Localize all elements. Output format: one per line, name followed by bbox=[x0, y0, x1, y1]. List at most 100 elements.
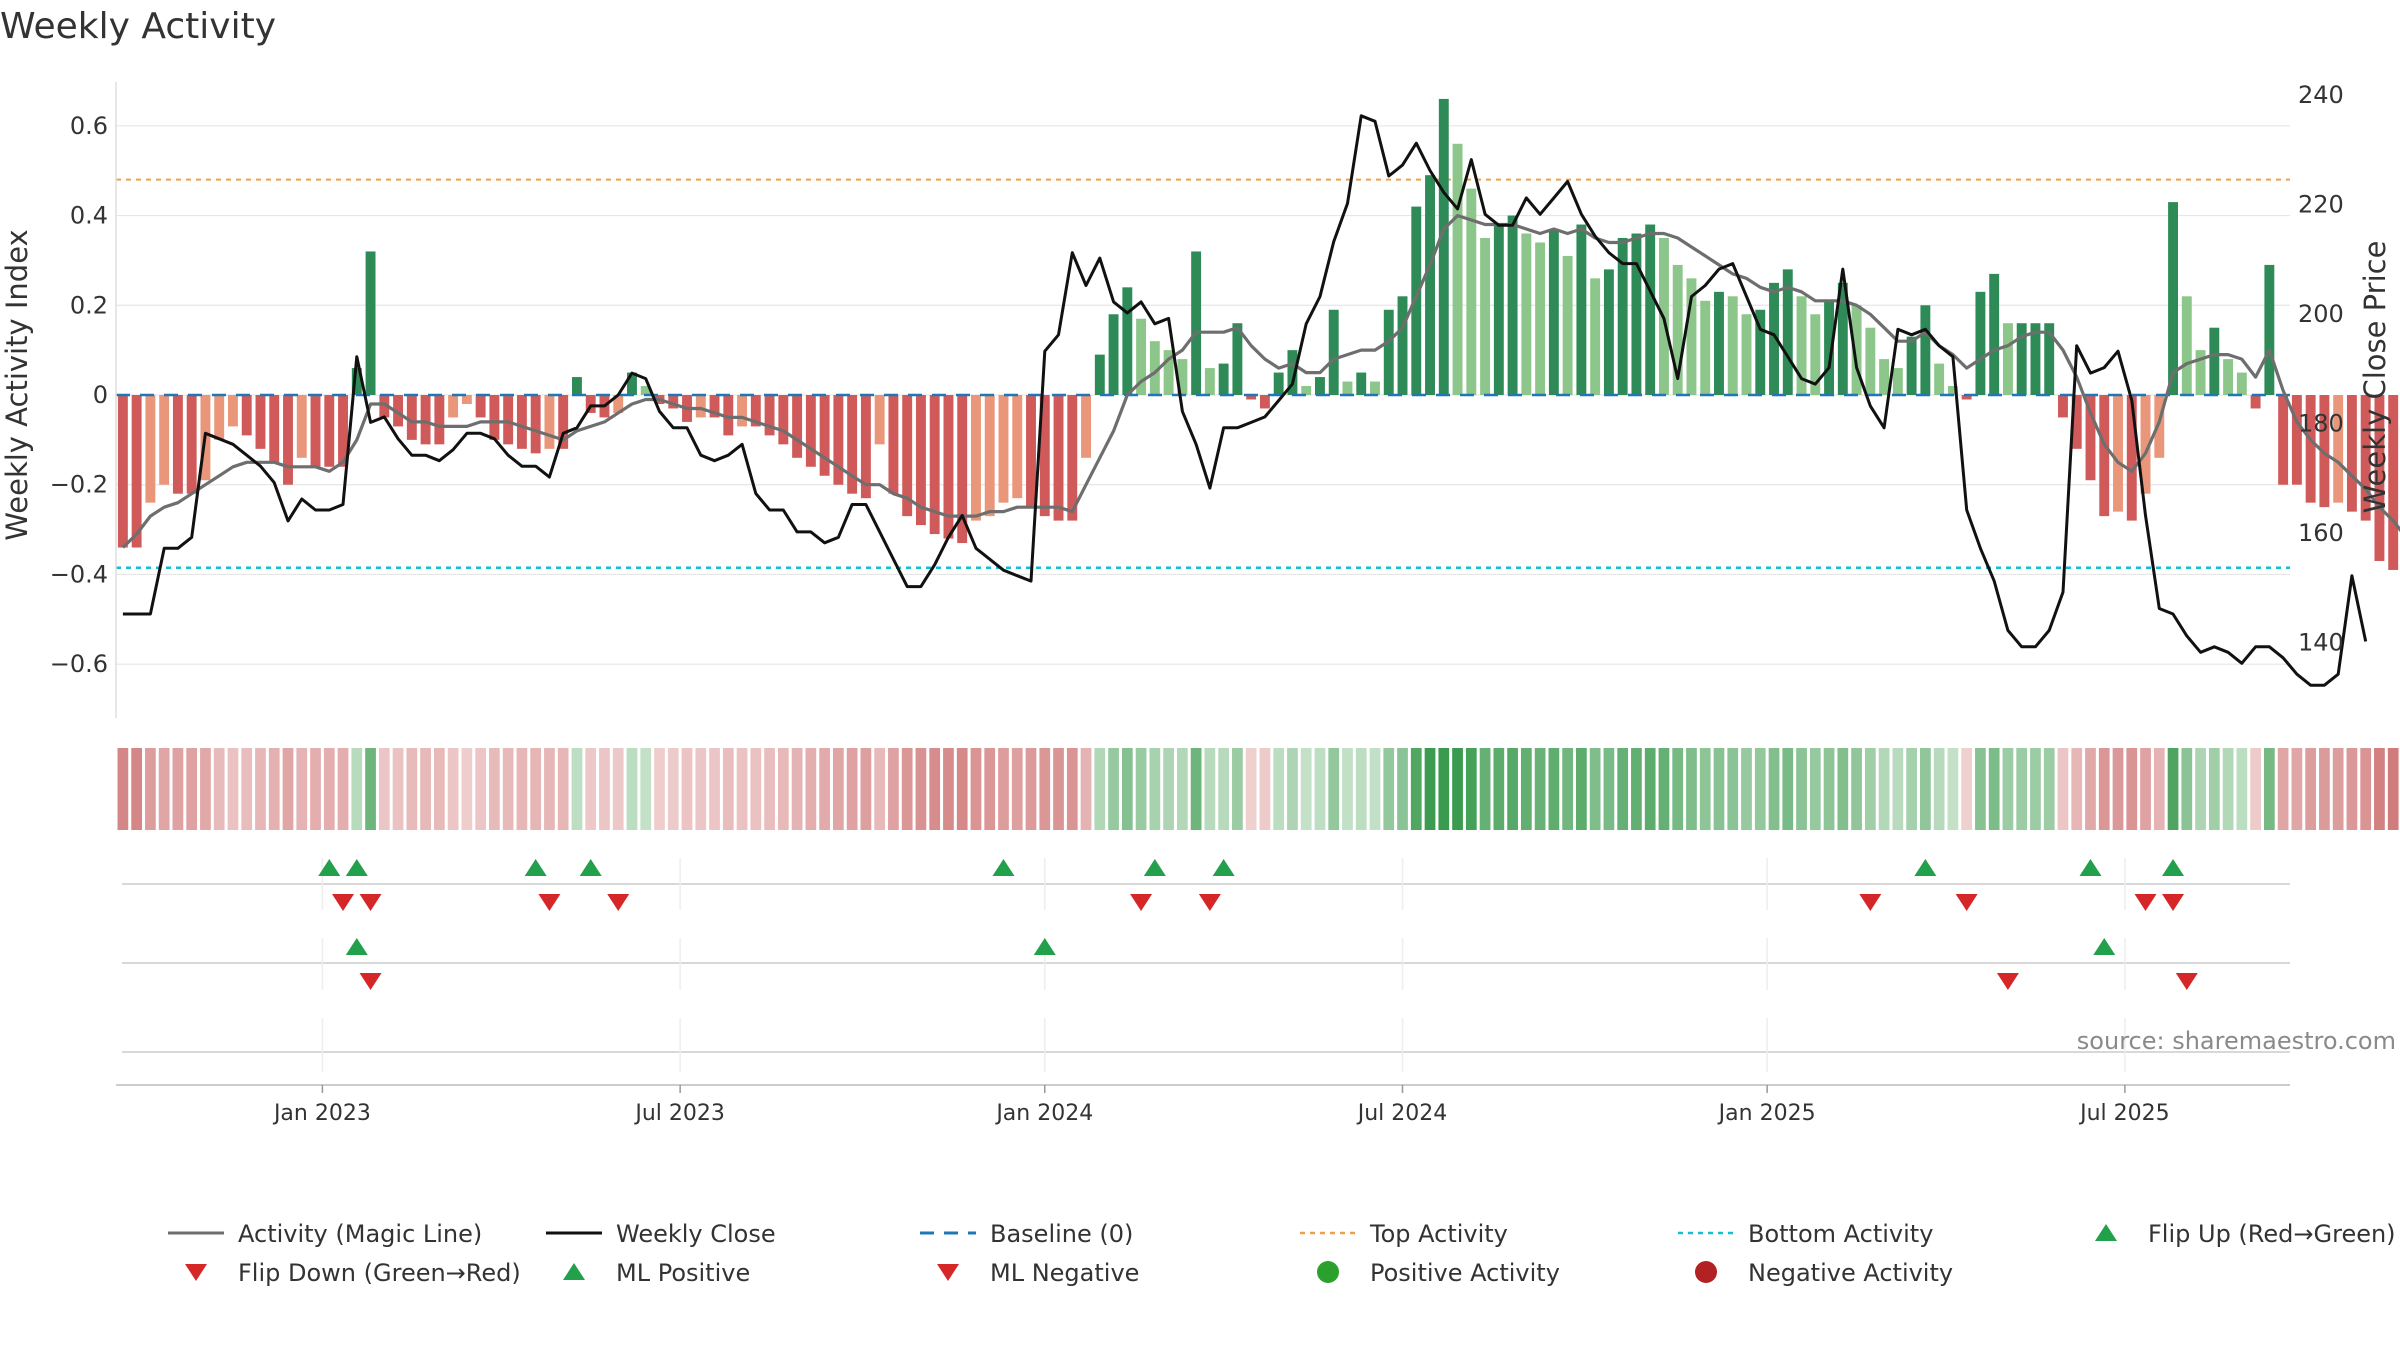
activity-bar bbox=[159, 395, 170, 485]
heat-cell bbox=[777, 748, 789, 830]
activity-bar bbox=[1934, 363, 1945, 395]
activity-bar bbox=[241, 395, 252, 436]
axes: 0.6 0.4 0.2 0 −0.2 −0.4 −0.6 240 220 200 180 160 140 bbox=[50, 81, 2344, 718]
heat-cell bbox=[1796, 748, 1807, 830]
activity-bar bbox=[379, 395, 390, 418]
activity-bar bbox=[847, 395, 858, 494]
heat-cell bbox=[901, 748, 913, 830]
heat-cell bbox=[502, 748, 514, 830]
heat-cell bbox=[323, 748, 335, 830]
heat-cell bbox=[268, 748, 280, 830]
heat-cell bbox=[2153, 748, 2165, 830]
activity-bar bbox=[131, 395, 142, 548]
activity-bar bbox=[2168, 202, 2178, 395]
activity-bar bbox=[172, 395, 183, 494]
legend-item-top-activity: Top Activity bbox=[1300, 1220, 1508, 1248]
chart-title: Weekly Activity bbox=[0, 6, 276, 47]
activity-bar bbox=[1769, 282, 1779, 395]
activity-bar bbox=[516, 395, 527, 449]
heat-cell bbox=[654, 748, 665, 830]
activity-bar bbox=[1191, 251, 1202, 395]
flip-up-marker bbox=[2079, 859, 2102, 876]
activity-bar bbox=[1865, 327, 1876, 395]
activity-bar bbox=[2099, 395, 2110, 517]
x-tick-label: Jul 2025 bbox=[2078, 1101, 2170, 1126]
heat-cell bbox=[1589, 748, 1601, 830]
heat-cell bbox=[1933, 748, 1945, 830]
activity-bar bbox=[640, 386, 651, 395]
heat-cell bbox=[1342, 748, 1353, 830]
heat-cell bbox=[1204, 748, 1216, 830]
heat-cell bbox=[1507, 748, 1518, 830]
activity-bar bbox=[228, 395, 238, 427]
heat-cell bbox=[282, 748, 294, 830]
activity-bar bbox=[1177, 359, 1188, 395]
activity-bar bbox=[1246, 395, 1257, 400]
heat-cell bbox=[681, 748, 693, 830]
flip-up-marker bbox=[1212, 859, 1235, 876]
activity-bar bbox=[1094, 354, 1105, 395]
activity-heat-strip bbox=[117, 748, 2399, 830]
activity-bar bbox=[255, 395, 266, 449]
activity-bar bbox=[1315, 377, 1325, 395]
activity-bar bbox=[1755, 309, 1766, 395]
activity-bar bbox=[1947, 386, 1958, 395]
legend-item-positive-activity: Positive Activity bbox=[1317, 1259, 1560, 1287]
heat-cell bbox=[1713, 748, 1725, 830]
activity-bar bbox=[1686, 278, 1697, 395]
heat-cell bbox=[956, 748, 968, 830]
activity-bar bbox=[420, 395, 431, 445]
heat-cell bbox=[1562, 748, 1573, 830]
activity-bar bbox=[1397, 296, 1408, 395]
activity-bar bbox=[1383, 309, 1394, 395]
activity-bar bbox=[2154, 395, 2165, 458]
heat-cell bbox=[599, 748, 610, 830]
heat-cell bbox=[1727, 748, 1739, 830]
x-axis: Jan 2023 Jul 2023 Jan 2024 Jul 2024 Jan 2025… bbox=[272, 1085, 2170, 1126]
y-tick-label: 0.6 bbox=[70, 112, 108, 140]
activity-bar bbox=[393, 395, 404, 427]
heat-cell bbox=[241, 748, 253, 830]
heat-cell bbox=[2181, 748, 2193, 830]
legend-swatch bbox=[185, 1264, 207, 1281]
heat-cell bbox=[1658, 748, 1670, 830]
heat-cell bbox=[2222, 748, 2234, 830]
heat-cell bbox=[1479, 748, 1491, 830]
activity-bar bbox=[1287, 350, 1298, 395]
heat-cell bbox=[461, 748, 473, 830]
heat-cell bbox=[1328, 748, 1340, 830]
heat-cell bbox=[1287, 748, 1298, 830]
heat-cell bbox=[1232, 748, 1243, 830]
legend-swatch bbox=[2095, 1224, 2117, 1241]
legend-label: Top Activity bbox=[1369, 1220, 1508, 1248]
y-tick-label: −0.6 bbox=[50, 650, 108, 678]
activity-bar bbox=[737, 395, 748, 427]
x-tick-label: Jul 2023 bbox=[633, 1101, 725, 1126]
heat-cell bbox=[530, 748, 542, 830]
heat-cell bbox=[943, 748, 954, 830]
heat-cell bbox=[585, 748, 597, 830]
heat-cell bbox=[626, 748, 638, 830]
legend-item-ml-positive: ML Positive bbox=[563, 1259, 750, 1287]
activity-bar bbox=[943, 395, 954, 539]
activity-bar bbox=[2333, 395, 2344, 503]
activity-bar bbox=[2360, 395, 2371, 521]
heat-cell bbox=[695, 748, 707, 830]
heat-cell bbox=[1369, 748, 1381, 830]
heat-cell bbox=[1424, 748, 1436, 830]
activity-bar bbox=[833, 395, 844, 485]
heat-cell bbox=[2387, 748, 2399, 830]
heat-cell bbox=[1892, 748, 1904, 830]
heat-cell bbox=[1576, 748, 1587, 830]
heat-cell bbox=[2098, 748, 2110, 830]
activity-bar bbox=[2113, 395, 2123, 512]
legend-label: Activity (Magic Line) bbox=[238, 1220, 482, 1248]
activity-bar bbox=[1603, 269, 1614, 395]
heat-cell bbox=[1520, 748, 1532, 830]
heat-cell bbox=[984, 748, 996, 830]
flip-down-marker bbox=[607, 894, 630, 911]
activity-bar bbox=[1879, 359, 1890, 395]
heat-cell bbox=[406, 748, 418, 830]
heat-cell bbox=[1920, 748, 1931, 830]
heat-cell bbox=[1699, 748, 1711, 830]
